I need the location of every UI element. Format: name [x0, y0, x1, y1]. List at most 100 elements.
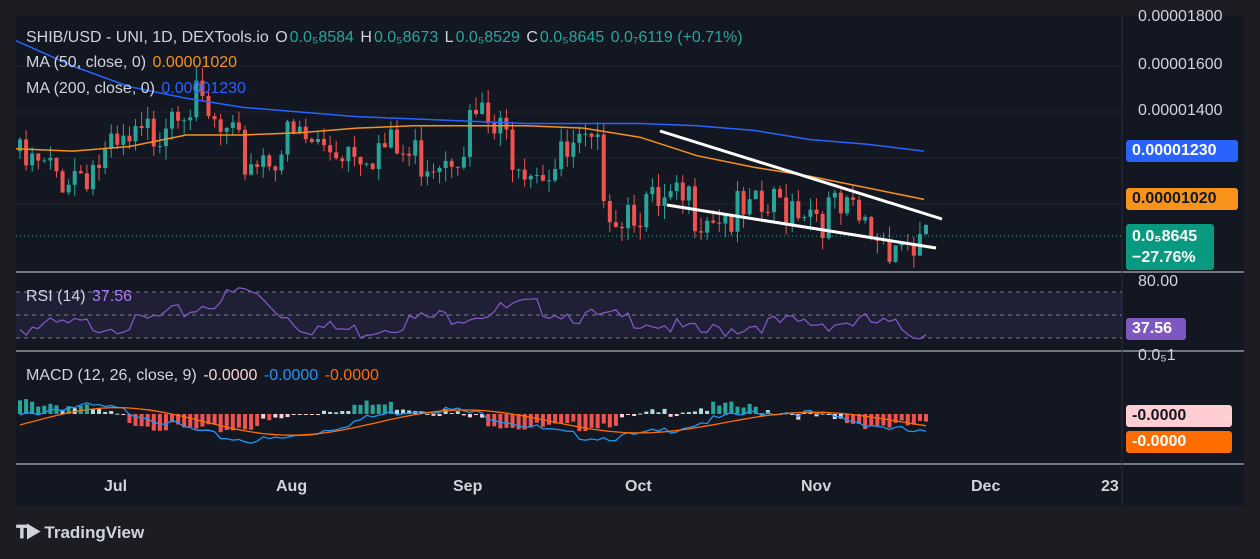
macd-histogram-bar [455, 411, 460, 414]
macd-histogram-bar [449, 413, 454, 415]
candle-body [328, 145, 333, 153]
candle-body [759, 190, 764, 212]
macd-histogram-bar [674, 414, 679, 417]
macd-histogram-bar [820, 413, 825, 415]
macd-histogram-bar [680, 412, 685, 414]
macd-histogram-bar [632, 414, 637, 416]
macd-histogram-bar [869, 414, 874, 426]
candle-body [589, 133, 594, 137]
macd-histogram-bar [340, 411, 345, 414]
macd-histogram-bar [224, 414, 229, 431]
candle-body [42, 160, 47, 162]
macd-histogram-bar [753, 406, 758, 414]
legend-symbol: SHIB/USD - UNI, 1D, DEXTools.io [26, 29, 269, 46]
macd-histogram-bar [565, 414, 570, 424]
tradingview-logo[interactable]: 𝐓▶ TradingView [16, 522, 144, 543]
macd-histogram-bar [905, 414, 910, 426]
macd-histogram-bar [315, 414, 320, 415]
macd-histogram-bar [97, 408, 102, 414]
candle-body [455, 166, 460, 168]
candle-body [784, 197, 789, 225]
candle-body [674, 182, 679, 192]
macd-histogram-bar [644, 411, 649, 414]
macd-histogram-bar [875, 414, 880, 426]
ma50-line [15, 125, 925, 201]
candle-body [115, 133, 120, 145]
candle-body [814, 209, 819, 214]
candle-body [741, 191, 746, 215]
candle-body [30, 153, 35, 166]
candle-body [97, 164, 102, 168]
candle-body [176, 111, 181, 121]
percent-change: −27.76% [1132, 249, 1196, 266]
candle-body [109, 133, 114, 149]
candle-body [334, 152, 339, 159]
x-tick: 23 [1101, 478, 1119, 495]
legend-low: 0.0₅8529 [455, 29, 520, 46]
macd-histogram-bar [863, 414, 868, 430]
macd-histogram-bar [382, 404, 387, 414]
candle-body [370, 163, 375, 169]
macd-histogram-bar [218, 414, 223, 433]
candle-body [230, 122, 235, 128]
candle-body [595, 134, 600, 137]
candle-body [218, 119, 223, 132]
candle-body [571, 142, 576, 157]
macd-histogram-bar [279, 414, 284, 419]
candle-body [547, 180, 552, 182]
candle-body [364, 163, 369, 165]
wedge-lower-trendline [666, 203, 937, 250]
macd-histogram-bar [297, 414, 302, 415]
rsi-legend: RSI (14) 37.56 [26, 288, 133, 305]
candle-body [838, 192, 843, 214]
price-badge: 0.0₅8645 −27.76% [1126, 224, 1214, 270]
candle-body [212, 116, 217, 120]
macd-histogram-bar [887, 414, 892, 428]
macd-histogram-bar [692, 411, 697, 414]
macd-histogram-bar [30, 401, 35, 414]
macd-histogram-bar [176, 414, 181, 425]
price-axis-label: 0.00001600 [1138, 56, 1223, 73]
candle-body [413, 140, 418, 156]
rsi-line [19, 287, 927, 340]
macd-histogram-bar [103, 411, 108, 414]
macd-histogram-bar [595, 414, 600, 429]
candle-body [60, 171, 65, 193]
candle-body [619, 226, 624, 229]
candle-body [72, 171, 77, 185]
macd-histogram-bar [24, 399, 29, 414]
macd-histogram-bar [571, 414, 576, 422]
legend-close: 0.0₅8645 [539, 29, 605, 46]
candle-body [273, 166, 278, 171]
macd-histogram-bar [182, 414, 187, 428]
candle-body [267, 155, 272, 167]
candle-body [309, 139, 314, 143]
macd-histogram-bar [911, 414, 916, 425]
candle-body [242, 129, 247, 175]
candle-body [510, 129, 515, 170]
macd-histogram-bar [899, 414, 904, 421]
macd-histogram-bar [145, 414, 150, 427]
macd-axis-label: 0.0₅1 [1138, 347, 1176, 364]
candle-body [36, 153, 41, 161]
macd-histogram-bar [230, 414, 235, 431]
price-axis-label: 0.00001400 [1138, 102, 1223, 119]
x-tick: Oct [625, 478, 652, 495]
candle-body [127, 135, 132, 142]
macd-histogram-bar [90, 408, 95, 414]
candle-body [662, 197, 667, 206]
x-tick: Nov [801, 478, 832, 495]
macd-histogram-bar [759, 413, 764, 415]
candle-body [401, 153, 406, 155]
x-tick: Dec [971, 478, 1001, 495]
candle-body [911, 243, 916, 256]
candle-body [863, 216, 868, 221]
rsi-value: 37.56 [92, 288, 133, 305]
macd-histogram-bar [656, 412, 661, 414]
macd-histogram-bar [705, 410, 710, 414]
macd-histogram-bar [437, 414, 442, 417]
macd-histogram-bar [790, 414, 795, 415]
price-axis-label: 0.00001800 [1138, 8, 1223, 25]
ma50-legend: MA (50, close, 0) 0.00001020 [26, 54, 238, 71]
macd-histogram-bar [504, 414, 509, 428]
